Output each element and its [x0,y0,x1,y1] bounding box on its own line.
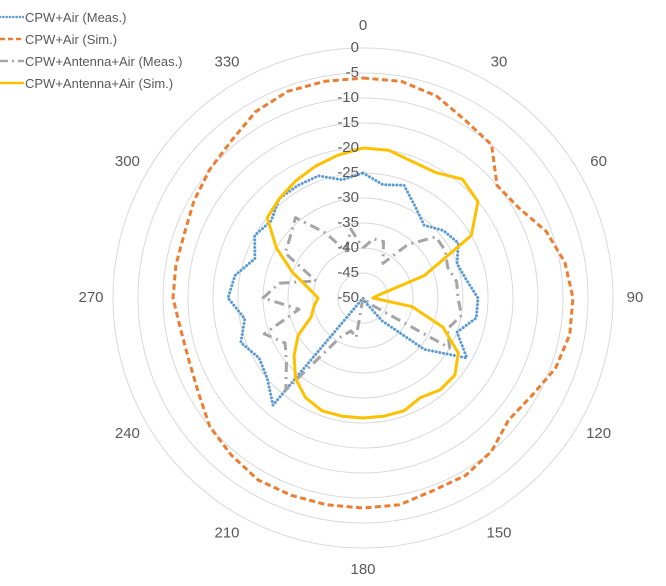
r-tick-label: -50 [337,289,359,306]
grid-ring [162,97,564,499]
r-tick-label: -25 [337,164,359,181]
polar-grid [112,47,614,549]
legend-item: CPW+Air (Sim.) [0,28,183,50]
legend-swatch [0,15,24,19]
series-lines [171,76,575,510]
angle-labels: 0 30 60 90 120 150 180 210 240 270 300 330 [78,17,643,578]
grid-ring [137,72,589,524]
angle-label: 270 [78,289,103,306]
legend-swatch [0,37,24,41]
series-line [171,76,575,510]
angle-label: 60 [590,153,607,170]
series-line [265,146,480,420]
legend-label: CPW+Antenna+Air (Sim.) [25,75,174,91]
r-tick-label: -15 [337,114,359,131]
grid-ring [187,122,539,474]
legend-item: CPW+Antenna+Air (Sim.) [0,72,183,94]
legend-item: CPW+Antenna+Air (Meas.) [0,50,183,72]
r-tick-label: -5 [346,64,359,81]
angle-label: 150 [486,525,511,542]
angle-label: 90 [627,289,644,306]
r-tick-label: -40 [337,239,359,256]
legend-swatch [0,81,24,85]
r-tick-label: 0 [351,39,359,56]
legend-swatch [0,59,24,63]
r-tick-label: -35 [337,214,359,231]
r-tick-label: -20 [337,139,359,156]
series-line [261,216,463,392]
legend-label: CPW+Air (Meas.) [25,9,127,25]
radial-tick-labels: 0 -5 -10 -15 -20 -25 -30 -35 -40 -45 -50 [337,39,359,306]
r-tick-label: -45 [337,264,359,281]
legend: CPW+Air (Meas.) CPW+Air (Sim.) CPW+Anten… [0,6,183,94]
angle-label: 120 [586,425,611,442]
angle-label: 330 [214,53,239,70]
grid-ring [112,47,614,549]
grid-ring [337,272,389,324]
grid-ring [287,222,439,374]
legend-label: CPW+Air (Sim.) [25,31,118,47]
angle-label: 300 [115,153,140,170]
angle-label: 240 [115,425,140,442]
angle-label: 0 [359,17,367,34]
angle-label: 210 [214,525,239,542]
legend-item: CPW+Air (Meas.) [0,6,183,28]
legend-label: CPW+Antenna+Air (Meas.) [25,53,183,69]
angle-label: 30 [491,53,508,70]
r-tick-label: -10 [337,89,359,106]
angle-label: 180 [350,561,375,578]
r-tick-label: -30 [337,189,359,206]
